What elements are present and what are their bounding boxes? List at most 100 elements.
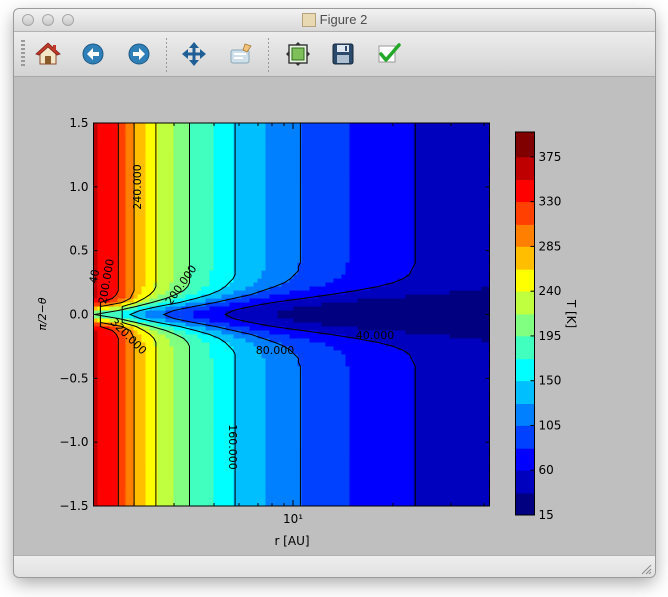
contour-cell [157,350,175,355]
forward-button[interactable] [125,40,153,68]
contour-cell [413,382,490,387]
contour-cell [189,326,207,332]
minimize-window-button[interactable] [42,14,54,26]
contour-cell [165,318,183,324]
contour-cell [209,306,243,312]
contour-cell [93,470,99,475]
contour-cell [93,446,99,451]
zoom-button[interactable] [227,40,255,68]
contour-cell [133,338,143,344]
zoom-window-button[interactable] [62,14,74,26]
contour-cell [97,282,119,288]
home-button[interactable] [34,40,62,68]
contour-cell [185,322,207,328]
contour-cell [129,306,139,312]
contour-cell [369,286,483,292]
contour-cell [209,346,235,352]
contour-cell [213,134,235,140]
contour-cell [233,358,267,363]
contour-cell [173,126,191,132]
contour-cell [117,374,127,379]
contour-cell [173,150,191,156]
contour-cell [413,222,490,228]
contour-cell [405,330,490,336]
contour-cell [125,414,135,419]
colorbar-swatch [515,132,535,158]
contour-cell [157,266,175,272]
contour-cell [349,422,415,427]
contour-cell [125,286,135,292]
contour-cell [145,350,159,355]
resize-grip-icon[interactable] [640,563,652,575]
contour-cell [349,170,415,176]
contour-cell [413,426,490,431]
contour-cell [157,278,175,284]
contour-cell [125,490,135,495]
contour-cell [97,202,119,208]
contour-cell [413,362,490,367]
contour-cell [117,466,127,471]
contour-cell [145,178,159,184]
contour-cell [157,234,175,240]
contour-cell [157,450,175,455]
contour-cell [265,238,303,244]
contour-cell [481,338,490,344]
contour-cell [301,158,351,164]
contour-cell [157,366,175,371]
contour-cell [189,138,215,144]
close-window-button[interactable] [22,14,34,26]
contour-cell [213,478,235,483]
save-button[interactable] [329,40,357,68]
contour-cell [157,126,175,132]
contour-cell [93,418,99,423]
contour-cell [117,182,127,188]
contour-cell [97,226,119,232]
colorbar-tick-label: 285 [539,239,562,253]
contour-cell [157,166,175,172]
configure-subplots-icon [286,42,310,66]
contour-cell [349,402,415,407]
contour-cell [93,218,99,224]
contour-cell [189,458,215,463]
contour-cell [205,302,231,308]
contour-cell [213,230,235,236]
subplots-button[interactable] [284,40,312,68]
contour-cell [265,258,303,264]
contour-cell [145,162,159,168]
contour-cell [145,174,159,180]
contour-cell [153,282,171,288]
contour-cell [97,382,119,387]
contour-cell [213,290,235,296]
contour-cell [157,123,175,128]
contour-cell [213,142,235,148]
colorbar-swatch [515,358,535,382]
contour-cell [145,434,159,439]
contour-cell [133,430,147,435]
contour-cell [117,274,127,280]
edit-parameters-button[interactable] [375,40,403,68]
contour-cell [349,446,415,451]
contour-cell [125,134,135,140]
contour-cell [301,466,351,471]
contour-cell [301,246,351,252]
pan-button[interactable] [180,40,208,68]
contour-cell [125,270,135,276]
contour-cell [213,406,235,411]
colorbar-swatch [515,493,535,516]
contour-cell [173,362,191,367]
contour-cell [145,158,159,164]
contour-cell [125,494,135,499]
figure-canvas[interactable]: 1.5 1.0 0.5 0.0 −0.5 −1.0 −1.5 10¹ r [AU] π/2−… [14,77,655,555]
back-button[interactable] [79,40,107,68]
contour-cell [133,326,143,332]
contour-cell [117,490,127,495]
contour-cell [173,194,191,200]
contour-cell [125,478,135,483]
contour-cell [133,442,147,447]
toolbar-separator [166,38,167,72]
contour-cell [233,434,267,439]
contour-cell [93,262,99,268]
contour-cell [97,474,119,479]
contour-cell [301,478,351,483]
contour-cell [213,186,235,192]
